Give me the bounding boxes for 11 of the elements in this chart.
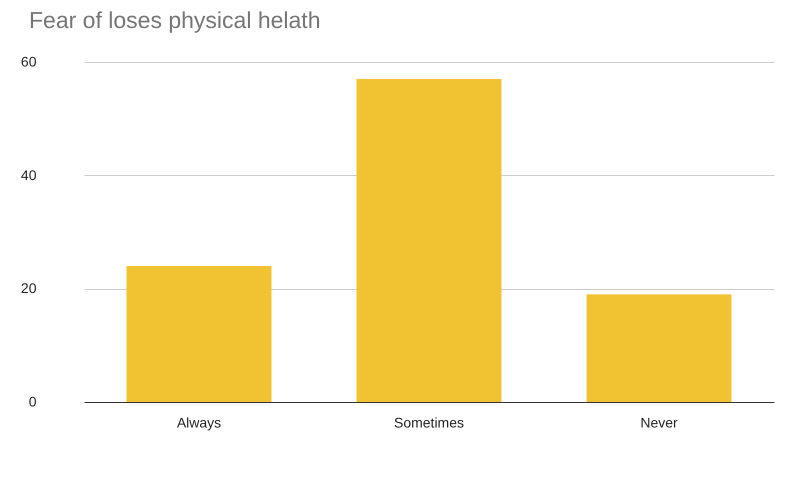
bar [356,79,502,402]
y-tick-label: 20 [20,280,37,296]
x-tick-label: Never [640,414,678,430]
x-tick-label: Always [176,414,222,430]
y-tick-label: 60 [20,54,37,70]
y-tick-label: 0 [28,394,37,410]
y-tick-label: 40 [20,166,37,183]
bar [126,266,272,402]
bar [586,294,732,402]
x-tick-label: Sometimes [394,414,464,430]
chart-title: Fear of loses physical helath [29,7,320,33]
